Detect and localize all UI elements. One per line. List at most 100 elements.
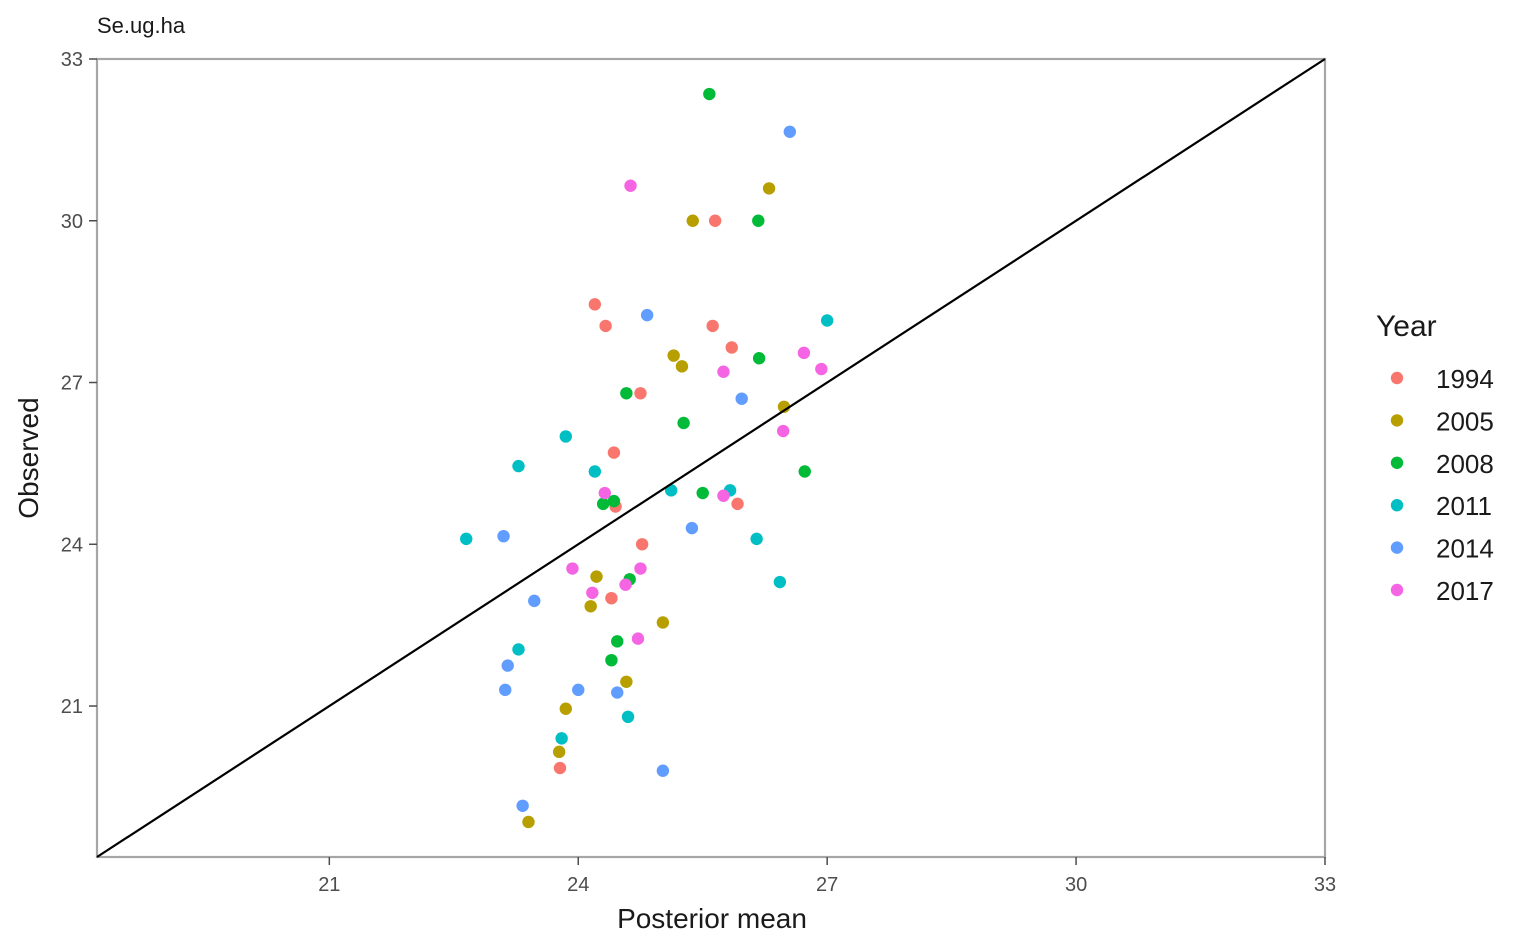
point-2005-1: [762, 182, 776, 195]
point-2011-3: [588, 465, 602, 478]
point-2005-4: [777, 400, 791, 413]
point-2017-7: [566, 562, 579, 575]
point-2008-2: [752, 352, 766, 365]
point-1994-8: [731, 497, 744, 511]
point-2014-3: [685, 521, 699, 535]
legend-label-2017: 2017: [1436, 576, 1494, 606]
plot-area: [95, 57, 1327, 859]
point-2005-10: [552, 745, 566, 759]
point-2008-5: [798, 465, 811, 478]
point-2011-0: [820, 314, 834, 327]
plot-border: [95, 57, 1327, 859]
point-2014-0: [783, 125, 797, 138]
legend-label-1994: 1994: [1436, 364, 1494, 394]
point-2005-8: [620, 675, 633, 688]
identity-line: [96, 58, 1326, 858]
legend-key-2005: [1390, 414, 1404, 427]
point-2017-1: [797, 346, 811, 360]
point-2008-1: [752, 214, 765, 227]
y-axis-ticks: 21 24 27 30 33: [61, 49, 97, 718]
y-tick-label-21: 21: [61, 696, 83, 718]
legend: Year 1994 2005 2008 2011 2014 2017: [1376, 310, 1494, 606]
point-1994-1: [599, 319, 612, 333]
legend-key-2017: [1390, 583, 1404, 597]
point-2011-4: [664, 484, 678, 497]
point-1994-2: [708, 214, 722, 227]
x-axis-ticks: 21 24 27 30 33: [318, 857, 1336, 896]
point-1994-11: [553, 761, 567, 775]
point-2008-7: [607, 494, 621, 508]
legend-label-2005: 2005: [1436, 406, 1494, 436]
point-2017-9: [619, 578, 632, 591]
legend-title: Year: [1376, 310, 1437, 343]
point-1994-6: [607, 446, 621, 459]
legend-key-2008: [1390, 456, 1404, 469]
point-2014-11: [516, 799, 529, 812]
point-2014-1: [640, 308, 654, 322]
legend-key-2014: [1390, 541, 1404, 554]
point-1994-5: [634, 387, 647, 400]
point-2008-4: [677, 416, 690, 430]
x-tick-label-30: 30: [1065, 874, 1087, 896]
point-2014-5: [528, 594, 541, 608]
point-2011-2: [512, 459, 525, 473]
x-tick-label-27: 27: [816, 874, 838, 896]
point-2005-0: [686, 214, 699, 227]
point-2011-7: [750, 532, 763, 546]
point-2014-10: [656, 764, 670, 777]
point-2011-1: [559, 430, 572, 443]
point-2008-8: [596, 497, 610, 511]
point-1994-3: [706, 319, 719, 333]
point-2008-11: [605, 653, 618, 667]
point-2014-6: [501, 659, 514, 672]
x-tick-label-21: 21: [318, 874, 340, 896]
legend-label-2008: 2008: [1436, 449, 1494, 479]
point-2011-9: [512, 643, 525, 656]
y-tick-label-30: 30: [61, 211, 83, 233]
y-tick-label-27: 27: [61, 373, 83, 395]
point-2017-3: [717, 365, 730, 378]
legend-label-2011: 2011: [1436, 491, 1492, 521]
legend-key-2011: [1390, 499, 1404, 512]
chart-title: Se.ug.ha: [97, 13, 186, 38]
point-2017-6: [717, 489, 730, 502]
point-1994-9: [635, 538, 649, 551]
point-2008-6: [696, 486, 709, 500]
point-2005-9: [559, 702, 572, 715]
y-tick-label-24: 24: [61, 534, 83, 556]
point-2005-5: [590, 570, 603, 583]
point-2014-8: [572, 683, 585, 697]
point-2014-4: [497, 529, 510, 543]
x-axis-title: Posterior mean: [617, 903, 807, 934]
point-2008-3: [620, 387, 633, 400]
point-2014-9: [611, 686, 624, 699]
point-2011-8: [773, 575, 787, 589]
x-tick-label-24: 24: [567, 874, 589, 896]
legend-key-1994: [1390, 371, 1404, 385]
point-2005-6: [584, 600, 597, 613]
y-axis-title: Observed: [13, 397, 44, 518]
point-2017-8: [634, 562, 647, 575]
point-2017-4: [776, 424, 790, 438]
x-tick-label-33: 33: [1314, 874, 1336, 896]
y-tick-label-33: 33: [61, 49, 83, 71]
point-1994-4: [725, 341, 738, 354]
point-2011-10: [621, 710, 635, 724]
point-2017-10: [586, 586, 599, 599]
point-2017-11: [631, 632, 645, 645]
point-2014-2: [735, 392, 748, 405]
point-2008-0: [703, 87, 716, 101]
point-1994-0: [588, 298, 602, 311]
point-2005-3: [675, 360, 689, 373]
legend-label-2014: 2014: [1436, 534, 1494, 564]
point-2017-5: [598, 486, 611, 500]
point-2011-6: [460, 532, 473, 546]
point-2005-11: [522, 815, 535, 829]
point-2017-2: [815, 362, 828, 376]
point-2005-2: [667, 349, 680, 362]
point-2005-7: [656, 616, 670, 629]
point-2014-7: [499, 683, 512, 697]
point-2017-0: [624, 179, 637, 192]
point-2008-10: [611, 635, 624, 648]
